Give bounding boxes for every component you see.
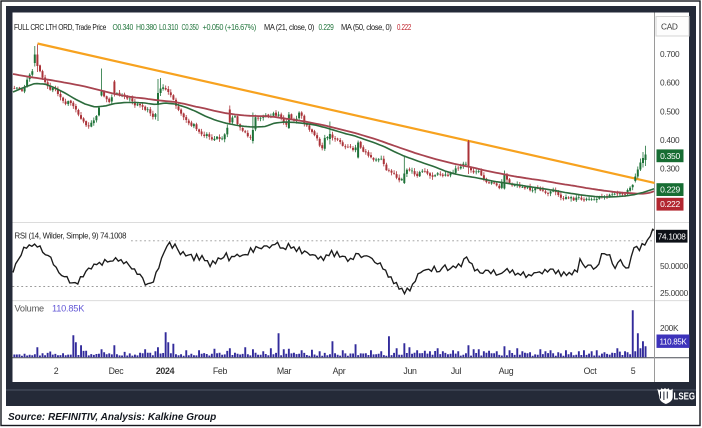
svg-text:0.229: 0.229 bbox=[660, 185, 680, 195]
svg-text:0.222: 0.222 bbox=[660, 199, 680, 209]
svg-text:RSI (14, Wilder, Simple, 9) 7: RSI (14, Wilder, Simple, 9) 74.1008 bbox=[15, 232, 127, 241]
svg-text:Jun: Jun bbox=[403, 366, 417, 376]
svg-text:110.85K: 110.85K bbox=[52, 304, 85, 314]
svg-text:5: 5 bbox=[631, 366, 636, 376]
svg-text:74.1008: 74.1008 bbox=[658, 231, 687, 241]
svg-text:Mar: Mar bbox=[277, 366, 292, 376]
svg-text:Jul: Jul bbox=[451, 366, 462, 376]
svg-text:200K: 200K bbox=[660, 323, 679, 333]
svg-text:Source: REFINITIV, Analysis: K: Source: REFINITIV, Analysis: Kalkine Gro… bbox=[8, 412, 216, 423]
svg-text:0.400: 0.400 bbox=[660, 135, 680, 145]
svg-text:CAD: CAD bbox=[661, 22, 678, 32]
svg-text:0.500: 0.500 bbox=[660, 106, 680, 116]
svg-text:Feb: Feb bbox=[213, 366, 228, 376]
svg-text:0.300: 0.300 bbox=[660, 164, 680, 174]
svg-text:Dec: Dec bbox=[109, 366, 125, 376]
svg-text:Apr: Apr bbox=[333, 366, 346, 376]
svg-text:Oct: Oct bbox=[584, 366, 598, 376]
svg-text:0.600: 0.600 bbox=[660, 78, 680, 88]
svg-text:LSEG: LSEG bbox=[674, 391, 696, 403]
svg-text:Volume: Volume bbox=[15, 304, 45, 314]
svg-text:2024: 2024 bbox=[156, 366, 175, 376]
svg-text:25.0000: 25.0000 bbox=[660, 288, 689, 298]
svg-text:Aug: Aug bbox=[499, 366, 514, 376]
svg-text:110.85K: 110.85K bbox=[659, 337, 687, 346]
svg-text:50.0000: 50.0000 bbox=[660, 261, 689, 271]
svg-text:0.700: 0.700 bbox=[660, 49, 680, 59]
svg-text:2: 2 bbox=[54, 366, 59, 376]
svg-text:0.350: 0.350 bbox=[660, 151, 680, 161]
